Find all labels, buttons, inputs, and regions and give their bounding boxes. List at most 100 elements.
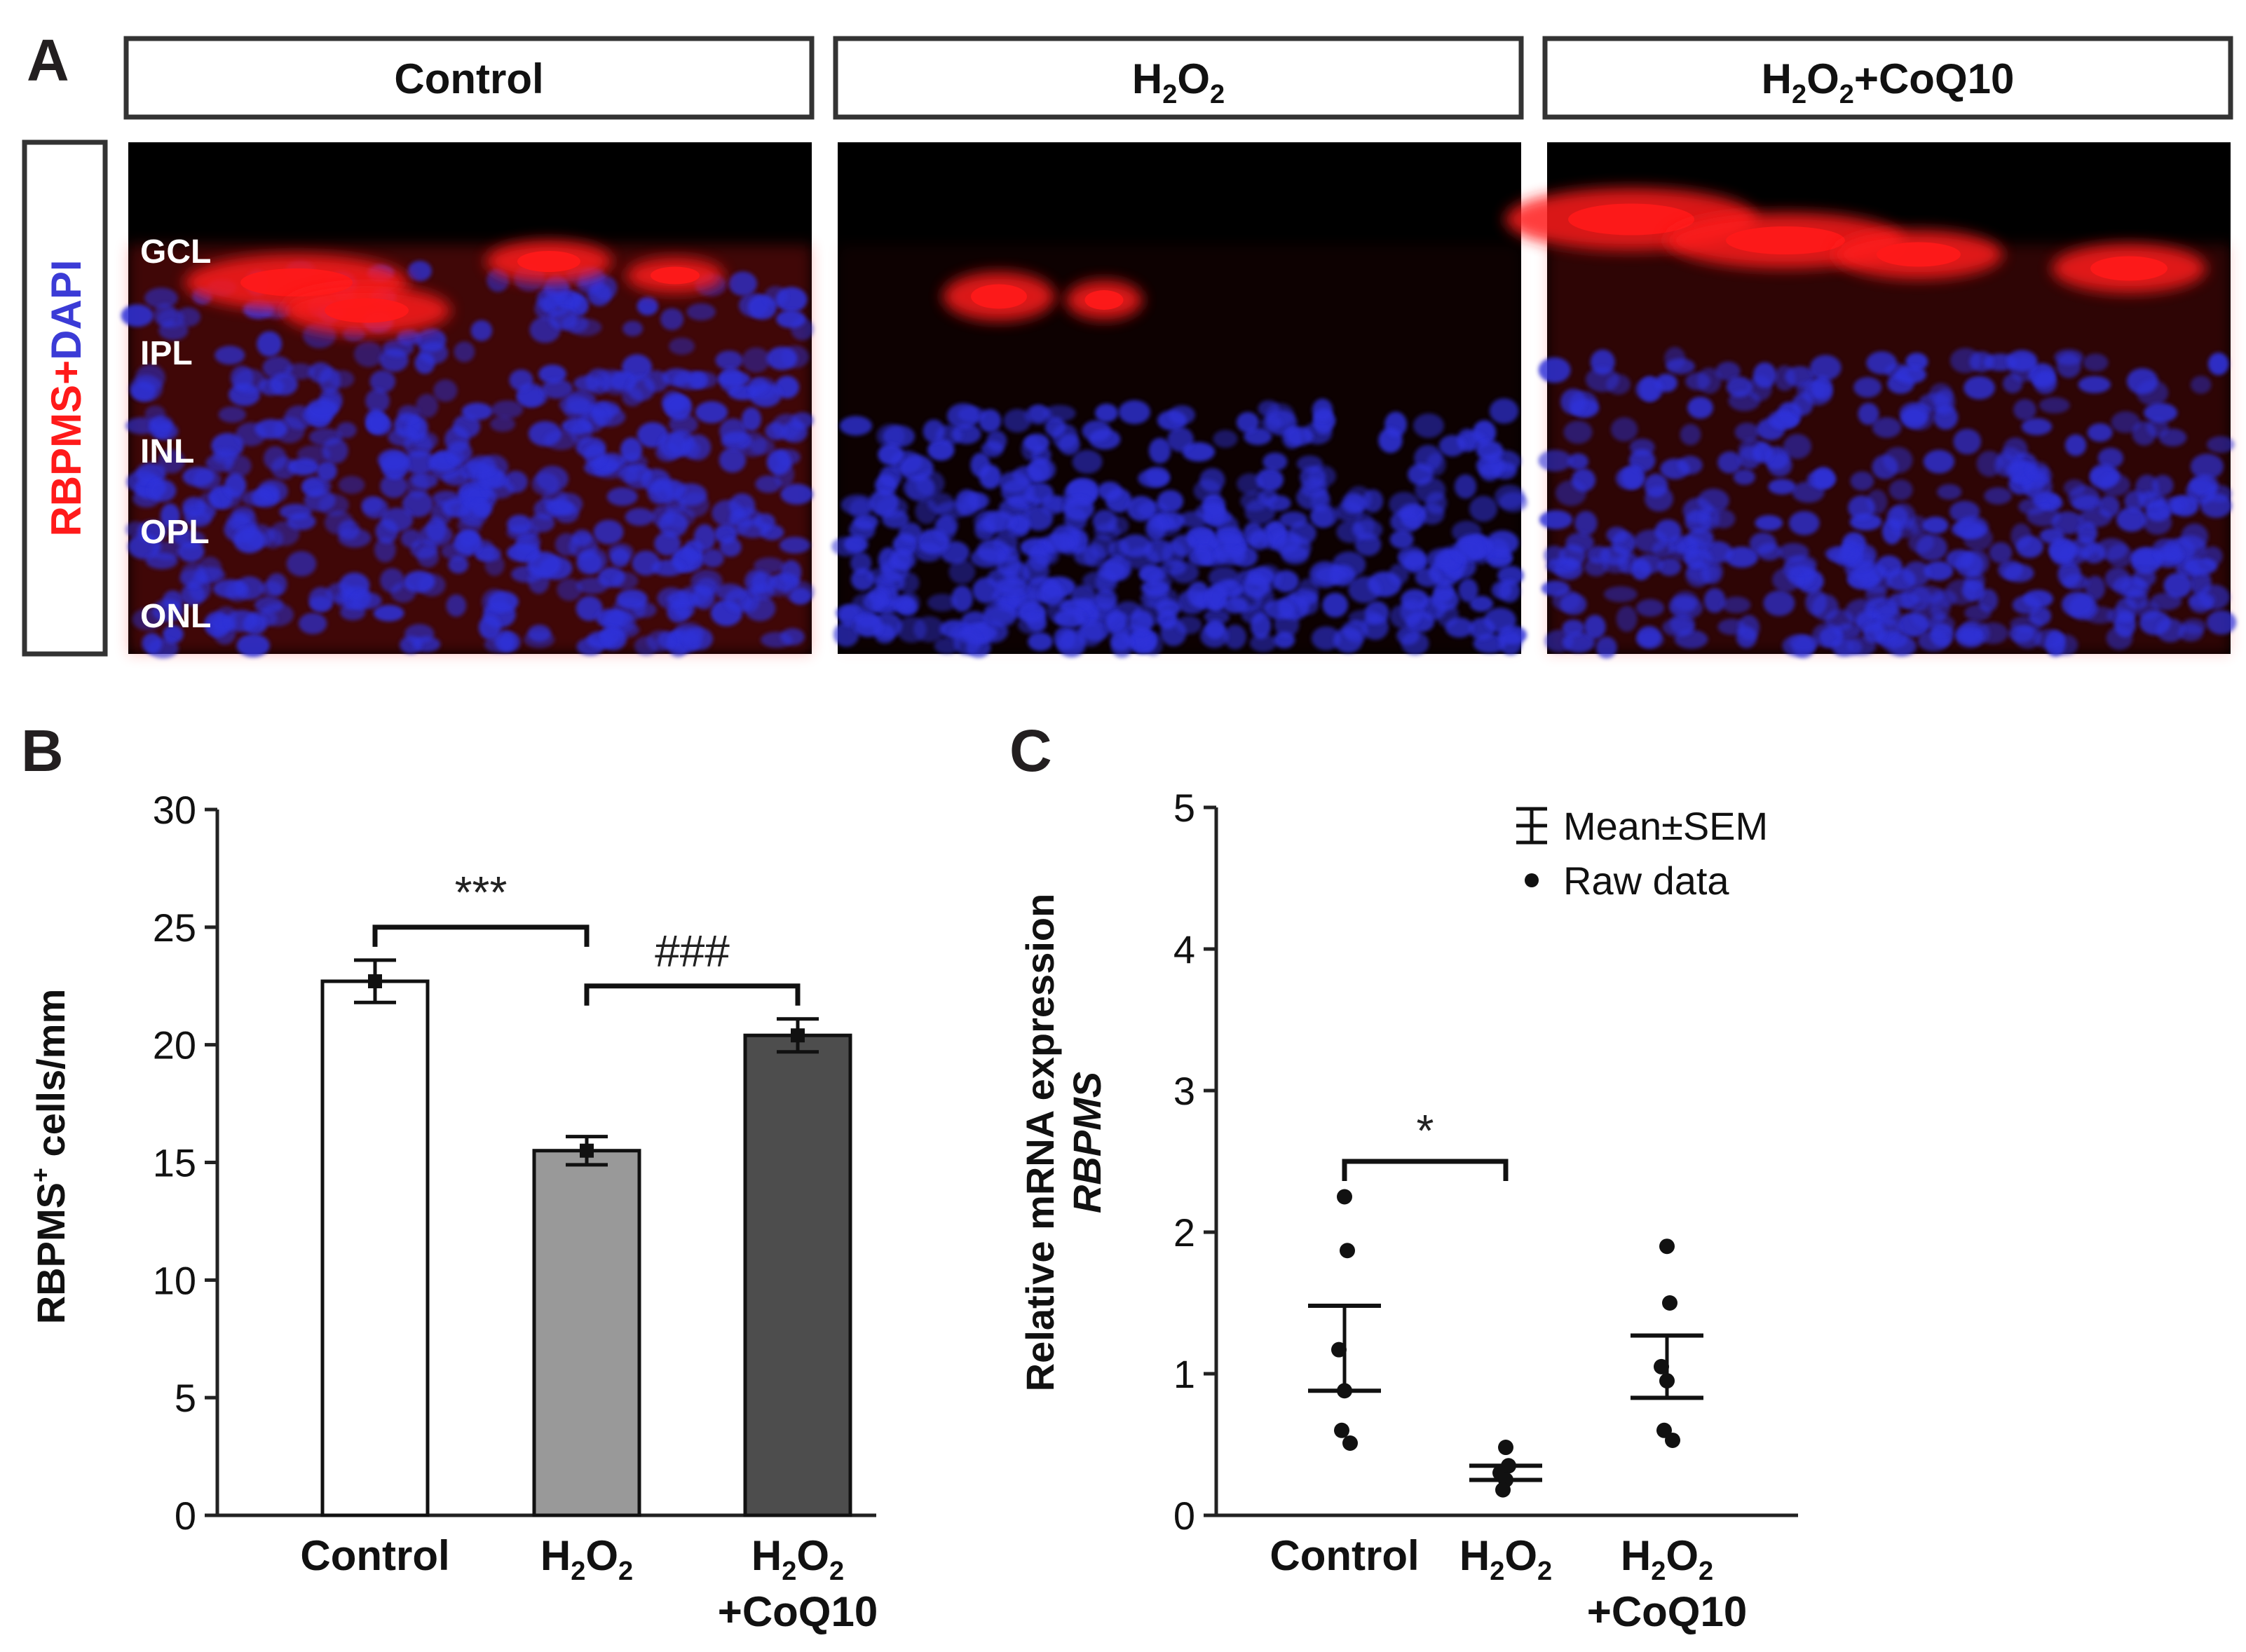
- micrograph-nucleus: [853, 614, 883, 637]
- micrograph-nucleus: [1145, 466, 1170, 486]
- micrograph-nucleus: [2137, 380, 2169, 406]
- micrograph-nucleus: [1204, 608, 1230, 624]
- layer-gcl: GCL: [140, 233, 211, 271]
- chart-b-bar: [532, 1149, 641, 1517]
- chart-c-category-label: H2O2: [1459, 1532, 1552, 1586]
- micrograph-nucleus: [381, 507, 414, 532]
- chart-c-sig-label: *: [1417, 1105, 1434, 1156]
- micrograph-nucleus: [554, 493, 583, 516]
- micrograph-nucleus: [1223, 596, 1248, 614]
- micrograph-nucleus: [1352, 519, 1383, 540]
- micrograph-nucleus: [1964, 604, 1992, 622]
- micrograph-nucleus: [674, 622, 704, 642]
- micrograph-nucleus: [1956, 629, 1984, 648]
- micrograph-nucleus: [218, 406, 246, 423]
- micrograph-nucleus: [1701, 559, 1723, 585]
- micrograph-nucleus: [2083, 353, 2109, 372]
- micrograph-nucleus: [2013, 399, 2036, 421]
- micrograph-nucleus: [1178, 511, 1209, 528]
- micrograph-nucleus: [2063, 479, 2085, 496]
- chart-c-ylabel-line2: RBPMS: [1065, 1072, 1109, 1213]
- micrograph-nucleus: [715, 350, 743, 370]
- micrograph-nucleus: [1255, 468, 1284, 491]
- micrograph-nucleus: [1098, 561, 1127, 580]
- micrograph-nucleus: [1560, 388, 1586, 415]
- micrograph-nucleus: [226, 610, 258, 632]
- micrograph-nucleus: [149, 415, 173, 432]
- chart-b-ytick-label: 10: [153, 1258, 196, 1302]
- micrograph-nucleus: [2124, 490, 2146, 512]
- micrograph-nucleus: [833, 622, 859, 647]
- micrograph-nucleus: [1563, 632, 1594, 653]
- micrograph-nucleus: [446, 594, 467, 617]
- micrograph-nucleus: [2085, 575, 2106, 601]
- micrograph-nucleus: [233, 527, 266, 554]
- micrograph-nucleus: [1558, 544, 1586, 568]
- micrograph-nucleus: [593, 519, 624, 545]
- micrograph-nucleus: [2003, 564, 2034, 582]
- micrograph-nucleus: [1286, 426, 1314, 446]
- micrograph-nucleus: [1951, 520, 1985, 538]
- micrograph-nucleus: [531, 472, 559, 496]
- micrograph-nucleus: [1110, 631, 1132, 651]
- micrograph-nucleus: [1314, 566, 1348, 584]
- micrograph-nucleus: [742, 347, 770, 373]
- micrograph-nucleus: [1400, 599, 1424, 624]
- micrograph-nucleus: [1097, 482, 1122, 500]
- micrograph-nucleus: [780, 484, 813, 505]
- micrograph-nucleus: [878, 444, 904, 465]
- micrograph-nucleus: [2189, 475, 2219, 496]
- micrograph-nucleus: [1604, 586, 1638, 603]
- micrograph-nucleus: [454, 341, 475, 362]
- micrograph-nucleus: [1763, 590, 1795, 616]
- micrograph-rbpms-core: [1568, 203, 1694, 235]
- micrograph-nucleus: [953, 629, 981, 656]
- header-box-h2o2: [833, 36, 1524, 120]
- micrograph-nucleus: [568, 294, 589, 316]
- micrograph-nucleus: [373, 605, 404, 622]
- micrograph-nucleus: [776, 310, 806, 329]
- micrographs: [121, 142, 2237, 659]
- micrograph-nucleus: [1755, 515, 1783, 531]
- micrograph-nucleus: [584, 444, 606, 467]
- micrograph-nucleus: [1850, 471, 1874, 491]
- micrograph-rbpms-core: [1084, 290, 1124, 310]
- header-h2o2-coq10: H2O2+CoQ10: [1762, 55, 2015, 109]
- micrograph-nucleus: [1616, 467, 1642, 490]
- micrograph-nucleus: [2156, 497, 2182, 516]
- micrograph-nucleus: [158, 320, 189, 341]
- chart-c-raw-point: [1659, 1373, 1675, 1389]
- micrograph-nucleus: [2207, 436, 2235, 453]
- chart-c-raw-point: [1331, 1342, 1347, 1358]
- micrograph-nucleus: [2064, 434, 2087, 456]
- micrograph-nucleus: [397, 405, 420, 423]
- micrograph-nucleus: [1398, 549, 1427, 568]
- micrograph-nucleus: [1889, 636, 1917, 657]
- micrograph-nucleus: [2116, 507, 2147, 532]
- micrograph-nucleus: [927, 594, 958, 612]
- micrograph-nucleus: [1311, 506, 1335, 528]
- micrograph-nucleus: [2132, 421, 2156, 446]
- micrograph-nucleus: [569, 318, 602, 336]
- chart-c-ylabel-line1: Relative mRNA expression: [1018, 894, 1062, 1392]
- layer-opl: OPL: [140, 514, 210, 551]
- panel-letter-b: B: [21, 718, 64, 784]
- micrograph-nucleus: [1703, 588, 1726, 613]
- micrograph-nucleus: [1171, 535, 1195, 557]
- micrograph-nucleus: [1390, 510, 1421, 533]
- micrograph-nucleus: [158, 449, 185, 474]
- micrograph-nucleus: [838, 605, 861, 627]
- micrograph-nucleus: [233, 369, 266, 394]
- chart-c-legend-raw-icon: [1525, 873, 1539, 887]
- chart-c-raw-point: [1495, 1482, 1511, 1498]
- micrograph-nucleus: [402, 491, 434, 517]
- micrograph-nucleus: [1072, 449, 1103, 474]
- micrograph-nucleus: [576, 577, 608, 594]
- micrograph-nucleus: [338, 476, 365, 494]
- micrograph-nucleus: [541, 378, 573, 399]
- micrograph-nucleus: [527, 624, 551, 642]
- micrograph-nucleus: [934, 516, 956, 543]
- chart-b-sig-label: ***: [455, 867, 508, 917]
- micrograph-nucleus: [2090, 463, 2117, 489]
- micrograph-nucleus: [1145, 515, 1166, 542]
